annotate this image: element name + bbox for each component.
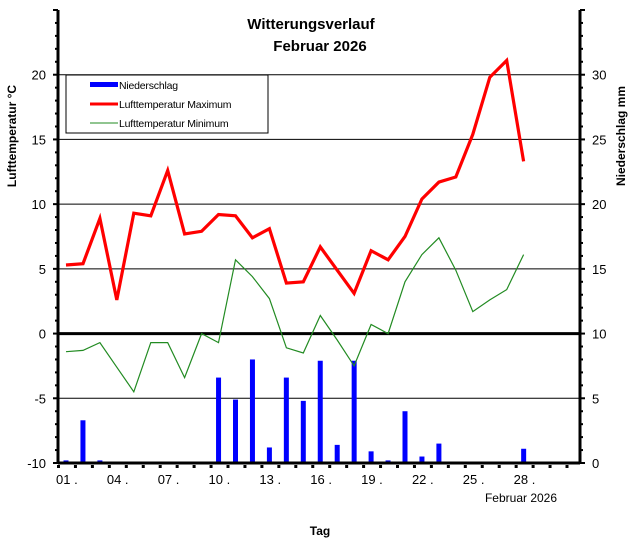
precipitation-bar bbox=[249, 359, 255, 463]
x-tick bbox=[480, 465, 484, 468]
x-tick bbox=[531, 465, 535, 468]
precipitation-bar bbox=[283, 377, 289, 463]
left-tick-label: 5 bbox=[39, 262, 46, 277]
precipitation-bar bbox=[402, 411, 408, 463]
x-tick bbox=[175, 465, 179, 468]
x-tick bbox=[73, 465, 77, 468]
legend: Niederschlag Lufttemperatur Maximum Luft… bbox=[65, 74, 269, 134]
left-tick-label: 15 bbox=[32, 132, 46, 147]
right-tick-label: 0 bbox=[592, 456, 599, 471]
x-tick bbox=[429, 465, 433, 468]
x-tick-label: 01 . bbox=[56, 472, 78, 487]
x-tick-label: 16 . bbox=[310, 472, 332, 487]
right-axis-title: Niederschlag mm bbox=[614, 86, 628, 186]
right-tick-label: 30 bbox=[592, 68, 606, 83]
left-tick-label: 0 bbox=[39, 327, 46, 342]
x-tick-label: 07 . bbox=[158, 472, 180, 487]
min-temperature-line bbox=[65, 236, 525, 394]
x-tick bbox=[294, 465, 298, 468]
x-tick bbox=[412, 465, 416, 468]
legend-label-max: Lufttemperatur Maximum bbox=[119, 99, 232, 111]
right-axis-ticks: 0 5 10 15 20 25 30 bbox=[580, 9, 606, 471]
x-tick bbox=[158, 465, 162, 468]
x-tick bbox=[192, 465, 196, 468]
x-tick bbox=[141, 465, 145, 468]
x-tick bbox=[463, 465, 467, 468]
precipitation-bar bbox=[368, 451, 374, 463]
x-tick bbox=[446, 465, 450, 468]
precipitation-bar bbox=[317, 360, 323, 463]
precipitation-bar bbox=[436, 443, 442, 463]
x-tick bbox=[379, 465, 383, 468]
x-tick bbox=[226, 465, 230, 468]
x-tick bbox=[124, 465, 128, 468]
x-tick bbox=[57, 465, 60, 468]
left-tick-label: 20 bbox=[32, 68, 46, 83]
x-tick bbox=[514, 465, 518, 468]
x-tick bbox=[396, 465, 399, 468]
right-tick-label: 20 bbox=[592, 197, 606, 212]
x-tick-label: 10 . bbox=[209, 472, 231, 487]
right-tick-label: 15 bbox=[592, 262, 606, 277]
legend-label-precipitation: Niederschlag bbox=[119, 80, 178, 92]
x-tick bbox=[90, 465, 94, 468]
precipitation-bar bbox=[266, 447, 272, 463]
precipitation-bar bbox=[351, 360, 357, 463]
x-tick-label: 28 . bbox=[514, 472, 536, 487]
precipitation-bar bbox=[216, 377, 222, 463]
x-tick-label: 25 . bbox=[463, 472, 485, 487]
x-tick bbox=[548, 465, 552, 468]
x-tick bbox=[497, 465, 501, 468]
precipitation-bar bbox=[334, 444, 340, 463]
x-tick bbox=[345, 465, 349, 468]
x-tick bbox=[277, 465, 281, 468]
x-axis-ticks: 01 . 04 . 07 . 10 . 13 . 16 . 19 . 22 . 25 . 28 . bbox=[56, 465, 569, 487]
x-tick bbox=[311, 465, 315, 468]
precipitation-bar bbox=[300, 400, 306, 463]
precipitation-bar bbox=[419, 456, 425, 463]
legend-swatch-precipitation bbox=[90, 82, 118, 87]
x-tick bbox=[328, 465, 332, 468]
precipitation-bar bbox=[521, 448, 527, 463]
left-tick-label: 10 bbox=[32, 197, 46, 212]
x-tick-label: 13 . bbox=[259, 472, 281, 487]
precipitation-bar bbox=[233, 399, 238, 463]
x-tick-label: 22 . bbox=[412, 472, 434, 487]
x-axis-title: Tag bbox=[310, 524, 330, 538]
x-tick bbox=[209, 465, 213, 468]
precipitation-bar bbox=[80, 420, 86, 463]
left-axis-ticks: -10 -5 0 5 10 15 20 bbox=[27, 9, 58, 471]
legend-label-min: Lufttemperatur Minimum bbox=[119, 118, 229, 130]
x-tick-label: 19 . bbox=[361, 472, 383, 487]
precipitation-bars bbox=[63, 359, 527, 463]
chart-title: Witterungsverlauf bbox=[247, 16, 375, 33]
x-tick bbox=[107, 465, 111, 468]
right-tick-label: 5 bbox=[592, 391, 599, 406]
x-tick bbox=[260, 465, 264, 468]
right-tick-label: 10 bbox=[592, 327, 606, 342]
axes bbox=[56, 10, 582, 465]
x-tick-label: 04 . bbox=[107, 472, 129, 487]
x-caption: Februar 2026 bbox=[485, 491, 557, 505]
x-tick bbox=[243, 465, 247, 468]
chart-subtitle: Februar 2026 bbox=[273, 38, 366, 55]
right-tick-label: 25 bbox=[592, 132, 606, 147]
x-tick bbox=[362, 465, 366, 468]
x-tick bbox=[565, 465, 569, 468]
max-temperature-line bbox=[65, 57, 526, 301]
left-axis-title: Lufttemperatur °C bbox=[5, 85, 19, 187]
left-tick-label: -5 bbox=[34, 391, 46, 406]
left-tick-label: -10 bbox=[27, 456, 46, 471]
